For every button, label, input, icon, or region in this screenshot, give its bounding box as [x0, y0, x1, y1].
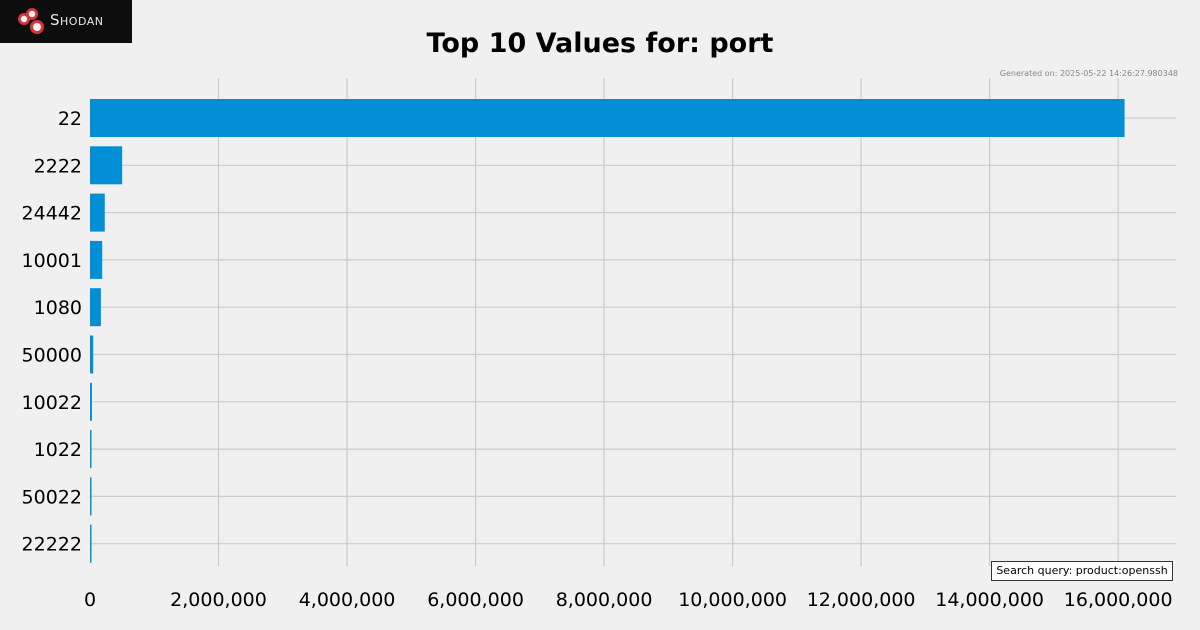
x-tick-label: 6,000,000: [427, 589, 524, 611]
chart-title: Top 10 Values for: port: [426, 28, 774, 59]
y-tick-label: 10022: [22, 392, 82, 414]
y-tick-label: 50022: [22, 486, 82, 508]
search-query-label: Search query: product:openssh: [991, 561, 1173, 581]
x-tick-label: 14,000,000: [935, 589, 1044, 611]
y-tick-label: 1022: [34, 439, 82, 461]
y-tick-label: 2222: [34, 155, 82, 177]
y-tick-label: 10001: [22, 250, 82, 272]
x-tick-label: 10,000,000: [678, 589, 787, 611]
x-tick-label: 12,000,000: [807, 589, 916, 611]
bars: [90, 99, 1125, 563]
x-tick-labels: 0 2,000,000 4,000,000 6,000,000 8,000,000 10,…: [84, 589, 1173, 611]
y-tick-label: 22: [58, 108, 82, 130]
bar: [90, 99, 1125, 137]
bar: [90, 335, 94, 374]
y-tick-label: 24442: [22, 203, 82, 225]
bar: [90, 430, 92, 469]
x-tick-label: 4,000,000: [299, 589, 396, 611]
y-tick-label: 1080: [34, 297, 82, 319]
y-tick-label: 22222: [22, 534, 82, 556]
generated-timestamp: Generated on: 2025-05-22 14:26:27.980348: [999, 69, 1178, 78]
y-tick-label: 50000: [22, 345, 82, 367]
grid-lines: [90, 78, 1176, 566]
logo-text: Shodan: [50, 11, 104, 29]
bar: [90, 382, 92, 421]
bar: [90, 477, 92, 516]
bar: [90, 240, 103, 279]
bar: [90, 524, 92, 563]
bar: [90, 146, 123, 185]
shodan-logo: Shodan: [0, 0, 132, 43]
bar: [90, 288, 101, 327]
bar: [90, 193, 105, 232]
x-tick-label: 2,000,000: [170, 589, 267, 611]
y-tick-labels: 2222222444210001108050000100221022500222…: [22, 108, 82, 556]
x-tick-label: 16,000,000: [1064, 589, 1173, 611]
x-tick-label: 0: [84, 589, 96, 611]
shodan-logo-icon: [18, 8, 44, 34]
x-tick-label: 8,000,000: [556, 589, 653, 611]
